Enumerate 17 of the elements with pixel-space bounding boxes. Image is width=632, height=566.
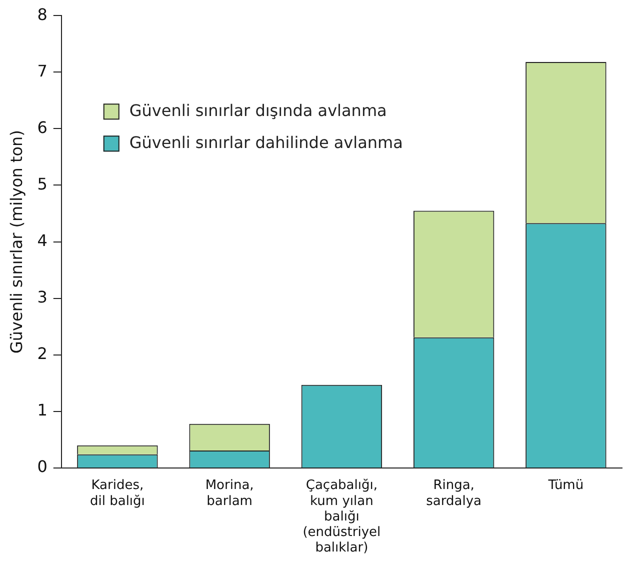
x-tick-label: Tümü (547, 478, 584, 494)
y-tick-label: 4 (37, 230, 48, 250)
y-tick-label: 0 (37, 457, 48, 476)
y-axis-title: Güvenli sınırlar (milyon ton) (6, 130, 26, 354)
y-tick-label: 3 (37, 288, 48, 307)
x-tick-label: Morina, barlam (205, 478, 254, 509)
x-tick-label: Ringa, sardalya (426, 478, 482, 509)
y-tick-label: 1 (37, 400, 48, 420)
y-tick-label: 8 (37, 4, 48, 24)
x-tick-label: Karides, dil balığı (90, 478, 145, 509)
legend-label: Güvenli sınırlar dışında avlanma (129, 100, 387, 120)
y-tick-label: 7 (37, 61, 48, 80)
y-tick-label: 6 (37, 118, 48, 137)
x-tick-label: Çaçabalığı, kum yılan balığı (endüstriyel balıklar) (302, 478, 381, 556)
legend-label: Güvenli sınırlar dahilinde avlanma (129, 132, 403, 152)
y-tick-label: 5 (37, 174, 48, 194)
y-tick-label: 2 (37, 344, 48, 364)
